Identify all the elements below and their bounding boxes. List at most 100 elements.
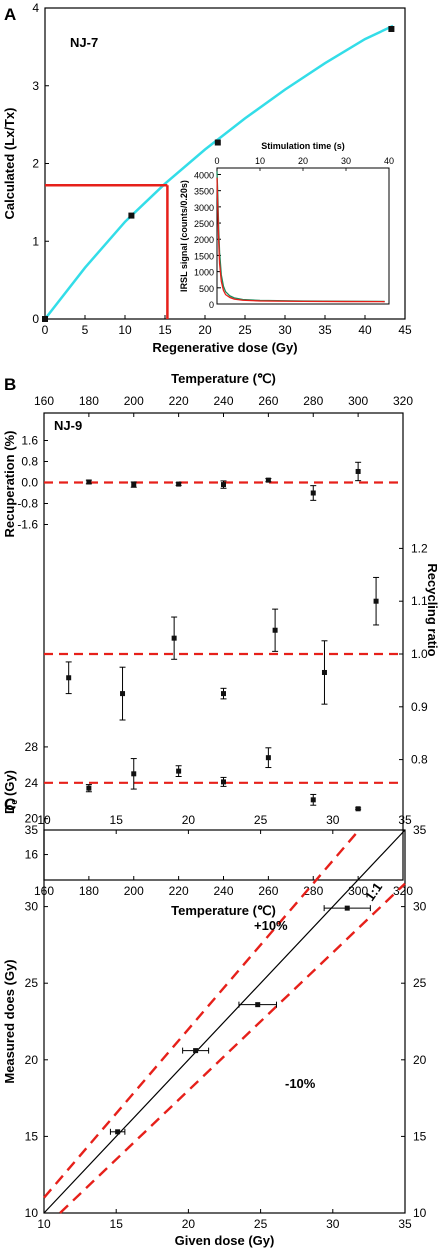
panel-a-x-axis-label: Regenerative dose (Gy)	[152, 340, 297, 355]
panel-c-bottom-x-tick-label: 20	[182, 1217, 196, 1231]
panel-c-top-x-tick-label: 30	[326, 813, 340, 827]
panel-a-y-axis-label: Calculated (Lx/Tx)	[2, 108, 17, 220]
inset-x-tick-label: 20	[298, 156, 308, 166]
panel-b-bottom-x-tick-label: 240	[213, 884, 233, 898]
data-point	[255, 1002, 261, 1008]
irsl-decay-curve	[216, 177, 385, 303]
panel-b-bottom-x-tick-label: 280	[303, 884, 323, 898]
panel-c-x-axis-label: Given dose (Gy)	[175, 1233, 275, 1248]
panel-b-top-x-tick-label: 280	[303, 394, 323, 408]
panel-a-y-tick-label: 3	[32, 79, 39, 93]
panel-a-y-tick-label: 1	[32, 234, 39, 248]
inset-x-axis-label: Stimulation time (s)	[261, 141, 345, 151]
data-point	[344, 905, 350, 911]
panel-c-bottom-x-tick-label: 25	[254, 1217, 268, 1231]
panel-c-left-y-tick-label: 10	[25, 1206, 39, 1220]
inset-frame	[216, 167, 390, 305]
panel-b-bottom-x-tick-label: 300	[348, 884, 368, 898]
panel-a-plot	[42, 24, 395, 322]
panel-b-top-x-tick-label: 220	[169, 394, 189, 408]
panel-c-top-x-tick-label: 10	[37, 813, 51, 827]
inset-x-tick-label: 0	[214, 156, 219, 166]
panel-b-top-x-tick-label: 160	[34, 394, 54, 408]
data-point	[131, 771, 137, 777]
panel-c-bottom-x-tick-label: 15	[110, 1217, 124, 1231]
panel-a-letter: A	[4, 5, 16, 24]
panel-b-top-x-tick-label: 260	[258, 394, 278, 408]
panel-a-x-tick-label: 10	[118, 323, 132, 337]
panel-c-left-y-tick-label: 30	[25, 900, 39, 914]
panel-b-bottom-x-tick-label: 320	[393, 884, 413, 898]
inset-y-tick-label: 3000	[194, 203, 214, 213]
panel-a-x-tick-label: 35	[318, 323, 332, 337]
panel-a: A NJ-7 0 5 10 15 20 25 30 35 40 45 0 1 2 3 4 Regenerat…	[2, 1, 412, 355]
data-point	[171, 635, 177, 641]
data-point	[86, 785, 92, 791]
panel-c-left-y-tick-label: 25	[25, 976, 39, 990]
data-point	[120, 691, 126, 697]
panel-a-x-tick-label: 40	[358, 323, 372, 337]
panel-b-top-x-tick-label: 180	[79, 394, 99, 408]
inset-y-tick-label: 4000	[194, 170, 214, 180]
panel-a-y-tick-label: 0	[32, 312, 39, 326]
inset-x-tick-label: 10	[255, 156, 265, 166]
data-point	[355, 806, 361, 812]
panel-b-left-y-tick-label: 24	[25, 776, 39, 790]
data-point	[86, 479, 92, 485]
recuperation-axis-label: Recuperation (%)	[2, 431, 17, 538]
inset-y-tick-label: 500	[199, 284, 214, 294]
panel-b-left-y-tick-label: 0.8	[21, 455, 38, 469]
inset-y-axis-label: IRSL signal (counts/0.20s)	[179, 180, 189, 292]
panel-b-right-y-tick-label: 0.9	[411, 700, 428, 714]
panel-a-x-tick-label: 25	[238, 323, 252, 337]
data-point	[176, 481, 182, 487]
panel-c-frame	[43, 829, 406, 1214]
dose-response-curve	[44, 24, 394, 320]
panel-b-bottom-x-tick-label: 260	[258, 884, 278, 898]
data-point	[310, 490, 316, 496]
data-point	[272, 627, 278, 633]
panel-a-axes: 0 5 10 15 20 25 30 35 40 45 0 1 2 3 4	[32, 1, 412, 337]
panel-c-left-y-tick-label: 20	[25, 1053, 39, 1067]
panel-b-bottom-x-tick-label: 200	[124, 884, 144, 898]
panel-b-plot	[44, 461, 403, 812]
panel-a-x-tick-label: 30	[278, 323, 292, 337]
panel-b-left-y-tick-label: 0.0	[21, 476, 38, 490]
panel-c-bottom-x-tick-label: 10	[37, 1217, 51, 1231]
inset-y-tick-label: 2000	[194, 235, 214, 245]
panel-b-bottom-x-axis-label: Temperature (℃)	[171, 903, 276, 918]
inset-y-tick-label: 1000	[194, 268, 214, 278]
inset-y-tick-label: 3500	[194, 187, 214, 197]
panel-a-x-tick-label: 20	[198, 323, 212, 337]
minus-ten-percent-line	[59, 882, 406, 1214]
panel-a-x-tick-label: 15	[158, 323, 172, 337]
panel-b-bottom-x-tick-label: 180	[79, 884, 99, 898]
data-point	[42, 316, 48, 322]
panel-c-top-x-tick-label: 20	[182, 813, 196, 827]
inset-y-tick-label: 2500	[194, 219, 214, 229]
panel-b-right-y-tick-label: 1.1	[411, 594, 428, 608]
panel-c-right-y-tick-label: 15	[413, 1129, 427, 1143]
panel-b-top-x-tick-label: 200	[124, 394, 144, 408]
panel-c-right-y-tick-label: 25	[413, 976, 427, 990]
data-point	[128, 212, 135, 219]
data-point	[176, 768, 182, 774]
panel-a-inset: 0 10 20 30 40 0 500 1000 1500 2000 2500 3000 3500 400…	[194, 156, 394, 310]
panel-b-right-y-tick-label: 0.8	[411, 753, 428, 767]
inset-y-tick-label: 0	[209, 300, 214, 310]
panel-c-top-x-tick-label: 35	[398, 813, 412, 827]
panel-b-left-y-tick-label: 16	[25, 848, 39, 862]
recycling-ratio-axis-label: Recycling ratio	[425, 563, 440, 656]
inset-y-tick-label: 1500	[194, 251, 214, 261]
panel-b-top-x-tick-label: 240	[213, 394, 233, 408]
data-point	[355, 468, 361, 474]
panel-c-bottom-x-tick-label: 30	[326, 1217, 340, 1231]
panel-b-left-y-tick-label: 28	[25, 740, 39, 754]
data-point	[265, 755, 271, 761]
panel-c-letter: C	[4, 795, 16, 814]
panel-b-right-y-tick-label: 1.0	[411, 647, 428, 661]
panel-a-y-tick-label: 2	[32, 157, 39, 171]
